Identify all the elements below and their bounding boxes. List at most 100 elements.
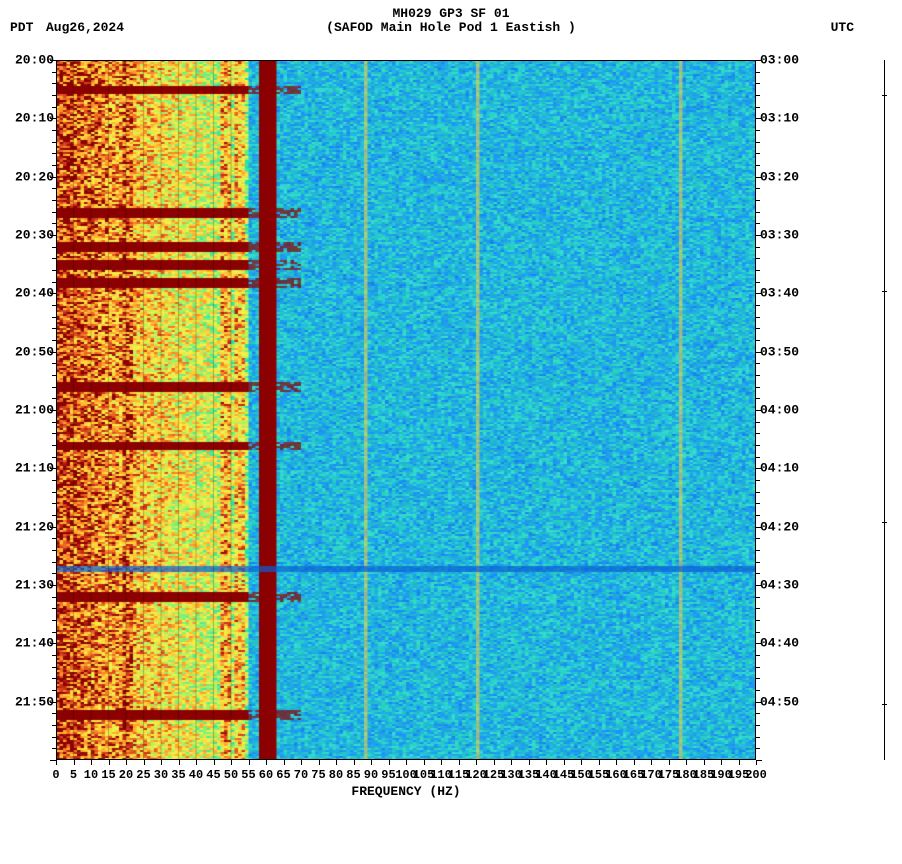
- x-tick: [564, 760, 565, 765]
- timezone-right-label: UTC: [831, 20, 854, 35]
- x-tick: [214, 760, 215, 765]
- y-left-label: 21:00: [0, 403, 54, 418]
- chart-title-line1: MH029 GP3 SF 01: [0, 6, 902, 21]
- y-right-label: 04:40: [760, 636, 820, 651]
- y-left-label: 21:40: [0, 636, 54, 651]
- x-tick: [406, 760, 407, 765]
- x-tick-label: 20: [119, 768, 133, 782]
- x-tick: [424, 760, 425, 765]
- x-tick-label: 35: [171, 768, 185, 782]
- x-tick-label: 10: [84, 768, 98, 782]
- side-bar-tick: [882, 522, 887, 523]
- x-tick: [494, 760, 495, 765]
- x-tick: [599, 760, 600, 765]
- y-right-label: 03:40: [760, 286, 820, 301]
- x-tick: [651, 760, 652, 765]
- x-tick: [74, 760, 75, 765]
- x-tick-label: 70: [294, 768, 308, 782]
- x-tick: [91, 760, 92, 765]
- y-left-label: 21:30: [0, 578, 54, 593]
- x-tick-label: 60: [259, 768, 273, 782]
- y-right-label: 04:50: [760, 694, 820, 709]
- x-tick: [144, 760, 145, 765]
- y-left-label: 20:30: [0, 228, 54, 243]
- x-tick-label: 40: [189, 768, 203, 782]
- x-tick: [371, 760, 372, 765]
- header: PDT Aug26,2024 MH029 GP3 SF 01 (SAFOD Ma…: [0, 4, 902, 48]
- x-tick: [686, 760, 687, 765]
- x-tick: [231, 760, 232, 765]
- x-tick: [739, 760, 740, 765]
- chart-title-line2: (SAFOD Main Hole Pod 1 Eastish ): [0, 20, 902, 35]
- x-tick-label: 90: [364, 768, 378, 782]
- x-tick-label: 95: [381, 768, 395, 782]
- y-right-label: 03:50: [760, 344, 820, 359]
- y-axis-left-labels: 20:0020:1020:2020:3020:4020:5021:0021:10…: [0, 60, 54, 760]
- x-tick-label: 75: [311, 768, 325, 782]
- x-tick: [249, 760, 250, 765]
- x-tick: [704, 760, 705, 765]
- spectrogram-plot: [56, 60, 756, 760]
- y-right-label: 04:10: [760, 461, 820, 476]
- x-tick-label: 85: [346, 768, 360, 782]
- y-right-label: 03:10: [760, 111, 820, 126]
- y-left-label: 20:50: [0, 344, 54, 359]
- x-tick: [546, 760, 547, 765]
- x-axis: FREQUENCY (HZ) 0510152025303540455055606…: [56, 760, 756, 820]
- x-tick: [634, 760, 635, 765]
- x-tick-label: 55: [241, 768, 255, 782]
- x-tick: [616, 760, 617, 765]
- spectrogram-canvas: [56, 60, 756, 760]
- side-bar-tick: [882, 704, 887, 705]
- y-left-label: 20:00: [0, 53, 54, 68]
- y-right-label: 03:30: [760, 228, 820, 243]
- x-tick-label: 200: [745, 768, 767, 782]
- y-left-label: 21:10: [0, 461, 54, 476]
- x-tick: [284, 760, 285, 765]
- x-tick: [301, 760, 302, 765]
- y-right-label: 03:20: [760, 169, 820, 184]
- y-left-label: 20:40: [0, 286, 54, 301]
- x-tick: [196, 760, 197, 765]
- x-tick-label: 80: [329, 768, 343, 782]
- x-tick-label: 45: [206, 768, 220, 782]
- x-axis-title: FREQUENCY (HZ): [56, 784, 756, 799]
- x-tick: [389, 760, 390, 765]
- x-tick: [459, 760, 460, 765]
- side-bar-tick: [882, 95, 887, 96]
- y-left-label: 20:10: [0, 111, 54, 126]
- x-tick: [161, 760, 162, 765]
- x-tick: [336, 760, 337, 765]
- x-tick: [266, 760, 267, 765]
- x-tick-label: 50: [224, 768, 238, 782]
- side-scale-bar: [884, 60, 885, 760]
- y-left-label: 21:20: [0, 519, 54, 534]
- y-right-label: 04:20: [760, 519, 820, 534]
- x-tick-label: 15: [101, 768, 115, 782]
- x-tick: [669, 760, 670, 765]
- y-right-label: 04:30: [760, 578, 820, 593]
- x-tick-label: 0: [52, 768, 59, 782]
- y-left-label: 20:20: [0, 169, 54, 184]
- y-right-label: 04:00: [760, 403, 820, 418]
- x-tick-label: 25: [136, 768, 150, 782]
- x-tick: [476, 760, 477, 765]
- x-tick-label: 65: [276, 768, 290, 782]
- y-right-label: 03:00: [760, 53, 820, 68]
- x-tick: [441, 760, 442, 765]
- y-axis-right-labels: 03:0003:1003:2003:3003:4003:5004:0004:10…: [760, 60, 820, 760]
- x-tick: [354, 760, 355, 765]
- x-tick: [529, 760, 530, 765]
- x-tick: [756, 760, 757, 765]
- x-tick: [319, 760, 320, 765]
- y-left-label: 21:50: [0, 694, 54, 709]
- x-tick: [511, 760, 512, 765]
- x-tick: [179, 760, 180, 765]
- x-tick: [126, 760, 127, 765]
- x-tick: [721, 760, 722, 765]
- side-bar-tick: [882, 291, 887, 292]
- x-tick-label: 5: [70, 768, 77, 782]
- x-tick: [581, 760, 582, 765]
- x-tick: [56, 760, 57, 765]
- x-tick: [109, 760, 110, 765]
